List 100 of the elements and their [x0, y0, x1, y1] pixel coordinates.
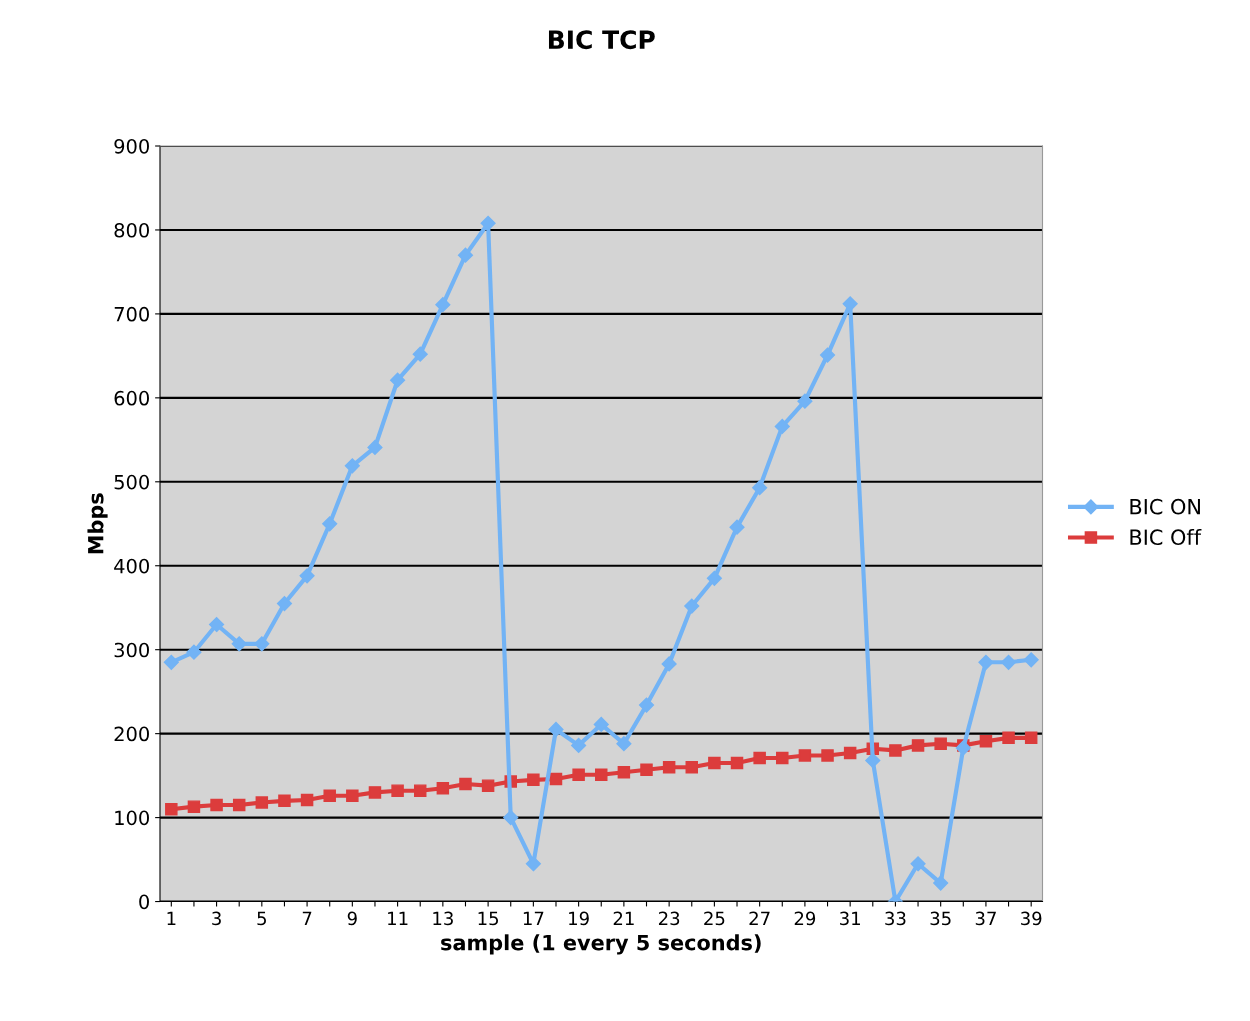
point — [910, 856, 926, 872]
point — [368, 786, 382, 799]
point — [481, 779, 495, 792]
point — [708, 756, 721, 770]
point — [367, 439, 383, 455]
point — [232, 798, 246, 812]
x-tick-label: 21 — [613, 911, 634, 925]
x-tick-label: 7 — [302, 911, 312, 925]
point — [911, 739, 925, 752]
y-tick-label: 500 — [114, 474, 149, 490]
x-tick-label: 15 — [478, 911, 499, 926]
point — [459, 777, 472, 791]
point — [548, 721, 564, 738]
x-tick-label: 13 — [433, 911, 453, 926]
point — [1024, 731, 1038, 745]
y-tick-label: 300 — [114, 642, 149, 658]
point — [729, 519, 745, 535]
point — [776, 751, 789, 765]
point — [457, 247, 474, 263]
y-tick-label: 800 — [114, 222, 149, 238]
point — [210, 798, 223, 812]
y-axis-title: Mbps — [87, 493, 108, 554]
x-tick-label: 23 — [658, 911, 680, 926]
point — [638, 697, 655, 713]
legend-label: BIC ON — [1130, 498, 1200, 515]
point — [865, 752, 881, 769]
point — [662, 760, 676, 774]
point — [413, 784, 427, 797]
point — [255, 796, 269, 809]
legend-label: BIC Off — [1130, 528, 1202, 546]
point — [412, 346, 428, 362]
y-tick-label: 100 — [115, 810, 149, 826]
point — [391, 784, 404, 797]
point — [889, 744, 902, 757]
point — [706, 570, 722, 586]
point — [323, 789, 336, 803]
point — [685, 760, 699, 774]
y-tick-label: 0 — [139, 894, 149, 910]
point — [527, 773, 540, 787]
x-tick-label: 3 — [212, 911, 221, 926]
point — [774, 418, 790, 434]
point — [955, 740, 971, 756]
x-tick-label: 37 — [975, 911, 996, 926]
x-tick-label: 25 — [704, 911, 725, 926]
point — [299, 568, 315, 584]
point — [821, 749, 834, 762]
point — [842, 296, 858, 312]
point — [1000, 654, 1017, 670]
point — [390, 372, 406, 388]
point — [1002, 731, 1015, 745]
point — [549, 772, 563, 786]
point — [436, 781, 450, 795]
y-tick-label: 400 — [114, 558, 149, 574]
point — [187, 800, 201, 813]
x-tick-label: 29 — [794, 911, 816, 926]
point — [571, 737, 587, 753]
point — [231, 636, 247, 652]
point — [594, 768, 608, 782]
point — [209, 616, 225, 633]
point — [640, 763, 653, 776]
chart-title: BIC TCP — [548, 30, 655, 50]
point — [525, 856, 541, 872]
point — [344, 458, 360, 474]
point — [933, 875, 949, 891]
x-tick-label: 1 — [167, 911, 176, 925]
point — [616, 736, 632, 752]
point — [979, 734, 993, 748]
point — [934, 737, 947, 750]
point — [163, 654, 179, 670]
point — [278, 794, 291, 808]
x-tick-label: 17 — [523, 911, 544, 925]
x-tick-label: 33 — [885, 911, 906, 926]
x-tick-label: 31 — [840, 911, 860, 926]
point — [978, 654, 994, 670]
point — [661, 656, 677, 672]
point — [684, 598, 700, 614]
y-tick-label: 200 — [114, 726, 149, 742]
x-tick-label: 19 — [569, 911, 589, 926]
point — [480, 215, 496, 231]
point — [730, 756, 744, 770]
point — [752, 480, 768, 496]
point — [186, 644, 202, 660]
x-tick-label: 27 — [749, 911, 770, 925]
point — [1023, 652, 1039, 668]
point — [819, 347, 836, 363]
point — [503, 810, 519, 826]
point — [435, 297, 451, 313]
y-tick-label: 900 — [114, 138, 149, 154]
point — [254, 636, 270, 652]
x-tick-label: 5 — [257, 911, 266, 926]
point — [617, 766, 631, 779]
x-tick-label: 11 — [388, 911, 408, 925]
y-tick-label: 600 — [114, 390, 149, 406]
x-tick-label: 9 — [347, 911, 357, 926]
x-tick-label: 35 — [930, 911, 951, 926]
y-tick-label: 700 — [114, 306, 149, 322]
point — [346, 789, 359, 803]
point — [753, 751, 766, 765]
x-tick-label: 39 — [1021, 911, 1042, 926]
point — [276, 595, 293, 612]
